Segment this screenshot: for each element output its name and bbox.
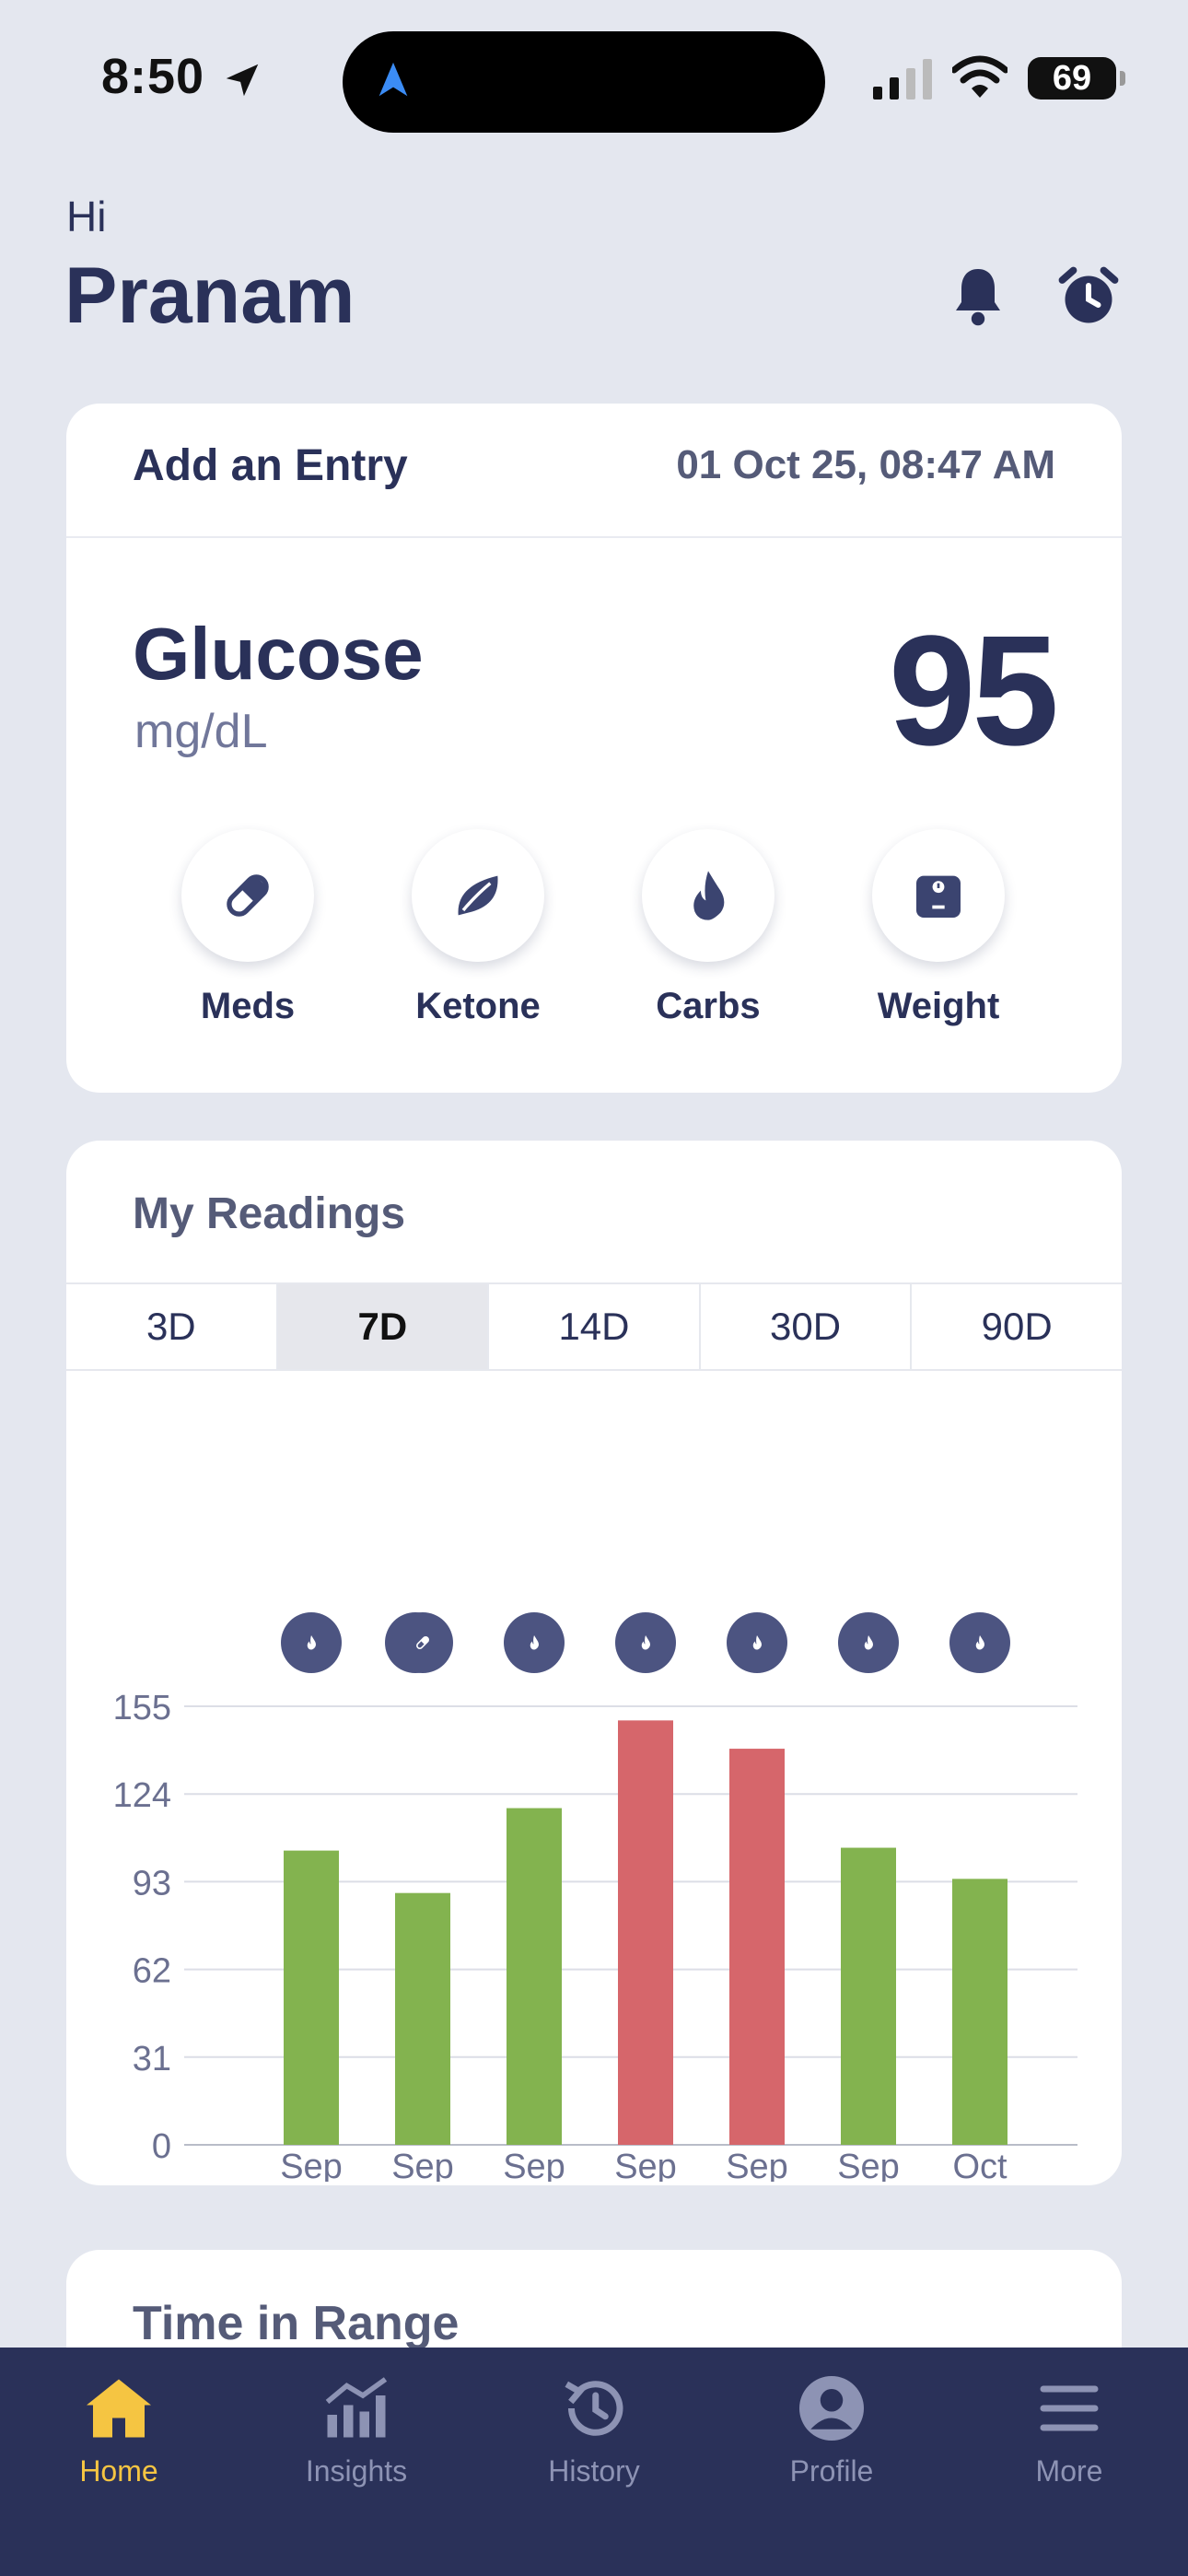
status-time: 8:50 <box>101 49 205 104</box>
nav-profile[interactable]: Profile <box>713 2348 950 2576</box>
flame-icon <box>975 1635 984 1650</box>
glucose-unit: mg/dL <box>134 705 268 758</box>
bar-oct-1 <box>952 1879 1007 2145</box>
readings-title: My Readings <box>133 1189 406 1238</box>
range-tabs: 3D 7D 14D 30D 90D <box>66 1282 1122 1371</box>
flame-icon <box>752 1635 762 1650</box>
divider <box>66 536 1122 538</box>
carbs-circle[interactable] <box>642 829 775 962</box>
ketone-label: Ketone <box>415 986 541 1026</box>
home-icon <box>87 2379 151 2438</box>
x-tick-label: Sep <box>614 2148 677 2182</box>
tab-7d[interactable]: 7D <box>277 1284 490 1369</box>
status-bar: 8:50 69 <box>0 0 1188 157</box>
meds-circle[interactable] <box>181 829 314 962</box>
add-entry-title: Add an Entry <box>133 441 408 490</box>
carbs-button[interactable]: Carbs <box>616 829 800 1027</box>
bar-sep-28 <box>618 1720 673 2145</box>
flame-icon <box>641 1635 650 1650</box>
greeting: Hi <box>66 193 107 240</box>
nav-more[interactable]: More <box>950 2348 1188 2576</box>
wifi-icon <box>952 55 1007 98</box>
weight-label: Weight <box>877 986 1000 1026</box>
tab-30d[interactable]: 30D <box>701 1284 913 1369</box>
y-tick-label: 124 <box>113 1776 171 1815</box>
tab-90d[interactable]: 90D <box>981 1305 1053 1348</box>
alarm-clock-icon[interactable] <box>1055 263 1122 330</box>
bar-sep-25 <box>284 1850 339 2145</box>
bar-sep-29 <box>729 1749 785 2145</box>
ketone-circle[interactable] <box>412 829 544 962</box>
leaf-icon <box>458 875 498 916</box>
ketone-button[interactable]: Ketone <box>386 829 570 1027</box>
nav-history-label: History <box>548 2454 640 2488</box>
weight-button[interactable]: Weight <box>846 829 1031 1027</box>
bar-sep-26 <box>395 1892 450 2145</box>
tab-14d[interactable]: 14D <box>489 1284 701 1369</box>
nav-profile-label: Profile <box>789 2454 874 2488</box>
bar-sep-30 <box>841 1847 896 2145</box>
user-name: Pranam <box>64 252 355 340</box>
scale-icon <box>916 875 961 918</box>
flame-icon <box>693 871 725 920</box>
y-tick-label: 155 <box>113 1689 171 1727</box>
x-tick-label: Sep <box>503 2148 565 2182</box>
x-tick-label: Sep <box>726 2148 788 2182</box>
flame-icon <box>530 1635 539 1650</box>
glucose-label: Glucose <box>133 613 424 695</box>
time-in-range-title: Time in Range <box>133 2297 460 2350</box>
y-tick-label: 0 <box>152 2127 171 2166</box>
nav-history[interactable]: History <box>475 2348 713 2576</box>
carbs-label: Carbs <box>656 986 761 1026</box>
weight-circle[interactable] <box>872 829 1005 962</box>
nav-insights-label: Insights <box>305 2454 408 2488</box>
meds-button[interactable]: Meds <box>156 829 340 1027</box>
bottom-nav: Home Insights History Profile <box>0 2348 1188 2576</box>
navigation-arrow-icon <box>379 62 408 97</box>
add-entry-card: Add an Entry 01 Oct 25, 08:47 AM Glucose… <box>66 404 1122 1093</box>
y-tick-label: 93 <box>133 1864 171 1903</box>
bell-icon[interactable] <box>945 263 1011 330</box>
nav-home-label: Home <box>79 2454 158 2488</box>
glucose-value-input[interactable]: 95 <box>888 603 1059 779</box>
x-tick-label: Sep <box>391 2148 454 2182</box>
nav-home[interactable]: Home <box>0 2348 238 2576</box>
location-arrow-icon <box>226 64 259 97</box>
insights-icon <box>325 2377 388 2438</box>
dynamic-island <box>343 31 825 133</box>
profile-icon <box>799 2376 864 2441</box>
entry-datetime[interactable]: 01 Oct 25, 08:47 AM <box>676 442 1055 487</box>
pill-icon <box>416 1636 429 1649</box>
battery-indicator: 69 <box>1028 57 1125 100</box>
nav-insights[interactable]: Insights <box>238 2348 475 2576</box>
y-tick-label: 62 <box>133 1952 171 1991</box>
bar-sep-27 <box>507 1808 562 2145</box>
x-tick-label: Sep <box>837 2148 900 2182</box>
pill-icon <box>227 874 269 917</box>
readings-chart: 0316293124155Sep25Sep26Sep27Sep28Sep29Se… <box>113 1612 1077 2182</box>
menu-icon <box>1040 2385 1099 2431</box>
flame-icon <box>864 1635 873 1650</box>
x-tick-label: Oct <box>952 2148 1007 2182</box>
history-icon <box>565 2381 623 2436</box>
nav-more-label: More <box>1035 2454 1103 2488</box>
meds-label: Meds <box>200 986 296 1026</box>
x-tick-label: Sep <box>280 2148 343 2182</box>
flame-icon <box>307 1635 316 1650</box>
readings-card: My Readings 3D 7D 14D 30D 90D 0 31 62 93 124… <box>66 1141 1122 2185</box>
cellular-signal-icon <box>873 59 932 100</box>
tab-3d[interactable]: 3D <box>66 1284 278 1369</box>
y-tick-label: 31 <box>133 2040 171 2078</box>
